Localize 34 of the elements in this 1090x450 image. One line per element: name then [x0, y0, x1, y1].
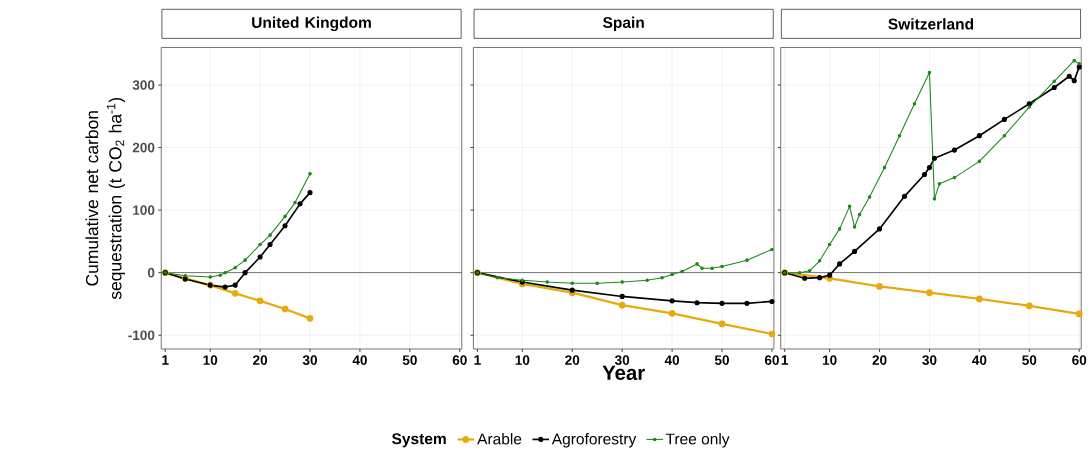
x-tick-label: 40 — [972, 355, 987, 366]
chart-title: Switzerland — [888, 18, 974, 30]
x-tick-label: 20 — [872, 355, 887, 366]
x-tick-label: 1 — [781, 355, 789, 365]
y-tick-label: 100 — [133, 205, 155, 216]
chart-title: United Kingdom — [252, 16, 371, 32]
y-tick-label: 200 — [132, 142, 155, 153]
x-tick-label: 10 — [203, 355, 218, 366]
x-tick-label: 40 — [664, 355, 680, 366]
legend-title: System — [391, 433, 446, 448]
legend-label: Agroforestry — [551, 433, 637, 448]
chart-title: Spain — [602, 16, 644, 32]
y-tick-label: 300 — [132, 80, 155, 90]
x-tick-label: 60 — [1072, 355, 1087, 366]
x-tick-label: 40 — [352, 355, 367, 366]
y-tick-label: 0 — [147, 267, 155, 278]
x-tick-label: 30 — [614, 355, 630, 366]
x-tick-label: 20 — [253, 355, 268, 366]
y-tick-label: -100 — [128, 330, 155, 341]
x-axis-title: Year — [602, 365, 645, 381]
x-tick-label: 60 — [452, 355, 467, 366]
x-tick-label: 60 — [764, 355, 779, 366]
x-tick-label: 30 — [922, 355, 937, 366]
x-tick-label: 20 — [565, 355, 580, 366]
x-tick-label: 50 — [714, 355, 729, 366]
x-tick-label: 50 — [402, 355, 417, 366]
legend-label: Arable — [477, 433, 522, 445]
x-tick-label: 10 — [822, 355, 837, 366]
x-tick-label: 1 — [474, 355, 481, 365]
x-tick-label: 50 — [1022, 355, 1037, 366]
legend-label: Tree only — [665, 433, 730, 448]
x-tick-label: 10 — [515, 355, 530, 366]
x-tick-label: 1 — [162, 355, 169, 365]
x-tick-label: 30 — [302, 355, 318, 366]
